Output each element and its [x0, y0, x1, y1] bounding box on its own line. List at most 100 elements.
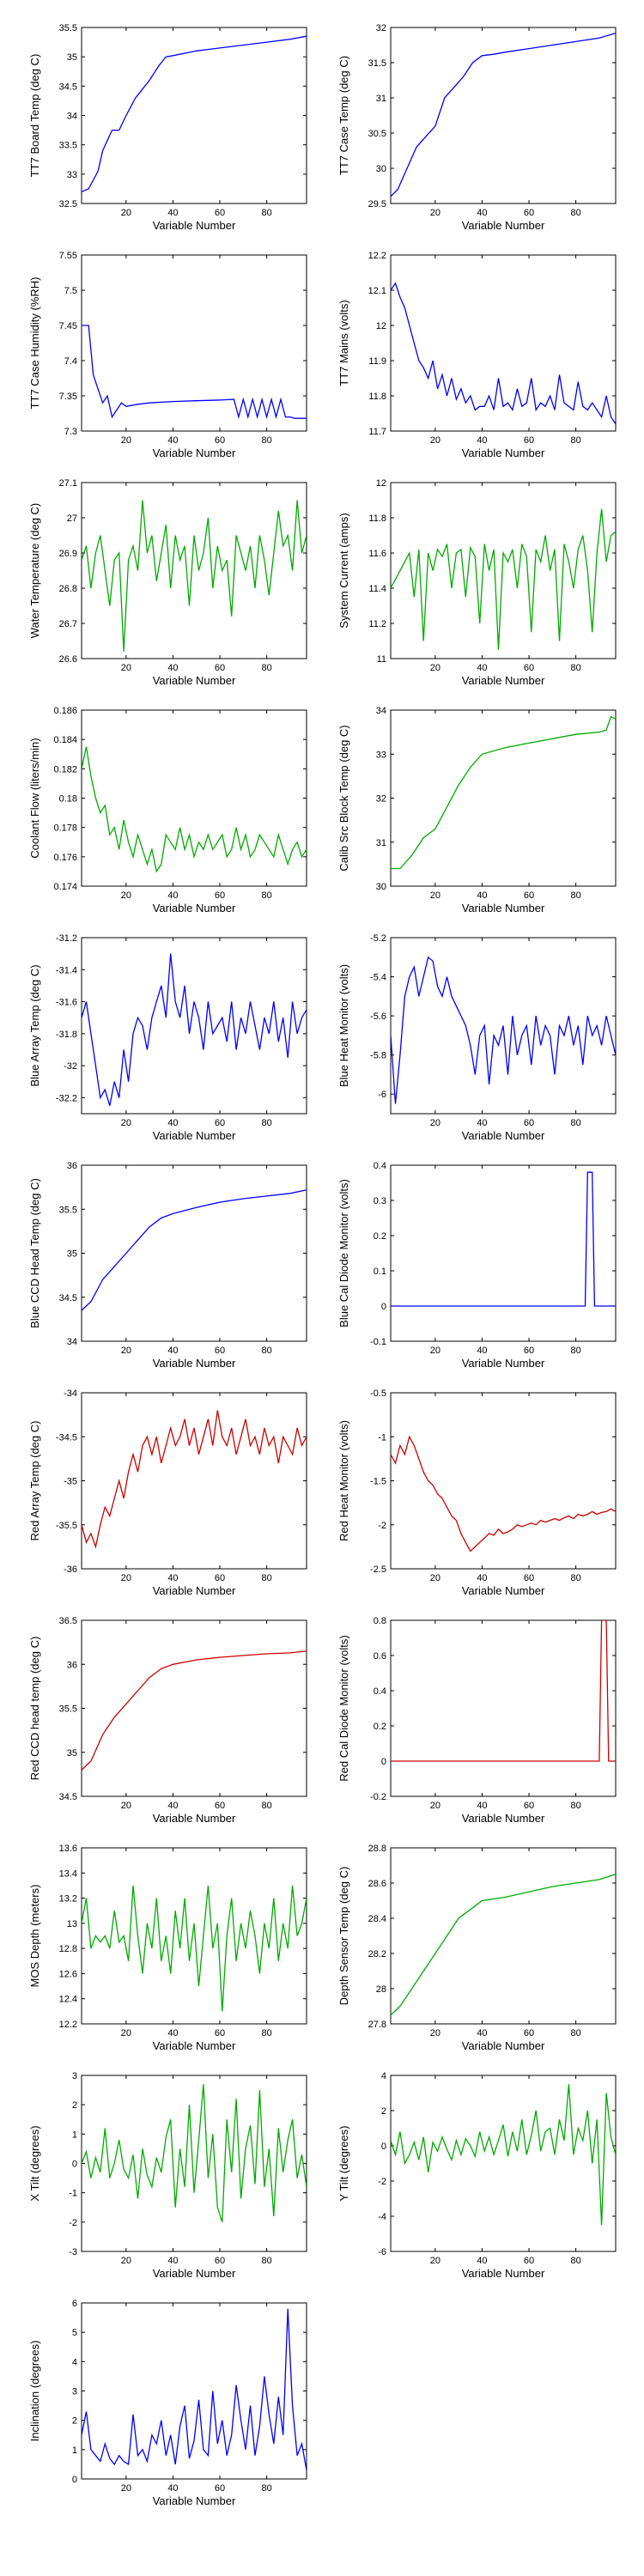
y-tick-label: -31.8: [56, 1030, 77, 1040]
x-tick-label: 80: [261, 1573, 271, 1583]
x-tick-label: 20: [430, 663, 440, 673]
x-tick-label: 80: [570, 435, 580, 446]
y-tick-label: -31.2: [56, 933, 77, 944]
x-tick-label: 60: [524, 663, 534, 673]
chart-panel: 20 40 60 80 -32.2 -32 -31.8 -31.6 -31.4 -31.2 Vari…: [28, 933, 307, 1142]
chart-panel: 20 40 60 80 7.3 7.35 7.4 7.45 7.5 7.55 Variable Nu…: [28, 251, 307, 459]
plot-frame: [81, 2075, 307, 2252]
x-axis-label: Variable Number: [153, 674, 236, 687]
y-tick-label: 0.184: [53, 735, 77, 745]
plot-frame: [81, 254, 307, 432]
series-line: [82, 35, 307, 192]
y-tick-label: 2: [72, 2416, 77, 2427]
x-axis-label: Variable Number: [153, 1129, 236, 1142]
y-tick-label: 13.4: [59, 1868, 77, 1879]
y-tick-label: 0.176: [53, 853, 77, 863]
y-tick-label: -35.5: [56, 1521, 77, 1531]
y-tick-label: 34.5: [59, 82, 77, 92]
y-tick-label: 11.9: [368, 356, 386, 367]
chart-panel: 20 40 60 80 0 1 2 3 4 5 6 Variable Number Inclinatio…: [28, 2299, 307, 2507]
x-tick-label: 80: [261, 435, 271, 446]
y-axis-label: Red Array Temp (deg C): [28, 1421, 41, 1541]
x-axis-label: Variable Number: [462, 1129, 545, 1142]
y-axis-label: Red Heat Monitor (volts): [337, 1420, 350, 1541]
y-tick-label: 12.2: [368, 251, 386, 261]
y-tick-label: 11.2: [368, 619, 386, 629]
x-tick-label: 40: [167, 435, 178, 446]
y-tick-label: -34.5: [56, 1432, 77, 1443]
chart-panel: 20 40 60 80 0.174 0.176 0.178 0.18 0.182 0.184 0.1…: [28, 706, 307, 914]
y-tick-label: 0: [72, 2160, 77, 2170]
series-line: [82, 2084, 307, 2223]
x-tick-label: 20: [121, 435, 131, 446]
x-tick-label: 40: [477, 208, 487, 218]
y-axis-label: Blue CCD Head Temp (deg C): [28, 1178, 41, 1328]
x-tick-label: 20: [430, 1346, 440, 1356]
series-line: [391, 32, 616, 197]
chart-panel: 20 40 60 80 -3 -2 -1 0 1 2 3 Variable Number X Tilt …: [28, 2071, 307, 2280]
x-tick-label: 60: [215, 1118, 225, 1128]
y-tick-label: 35.5: [59, 1704, 77, 1715]
x-tick-label: 80: [570, 1118, 580, 1128]
x-tick-label: 80: [570, 1346, 580, 1356]
x-axis-label: Variable Number: [462, 674, 545, 687]
x-tick-label: 20: [121, 1573, 131, 1583]
y-tick-label: 12.4: [59, 1995, 77, 2005]
y-tick-label: -0.5: [370, 1388, 386, 1399]
y-tick-label: -32.2: [56, 1093, 77, 1103]
x-tick-label: 20: [121, 208, 131, 218]
x-tick-label: 60: [524, 435, 534, 446]
x-axis-label: Variable Number: [153, 902, 236, 914]
x-tick-label: 20: [121, 1118, 131, 1128]
x-tick-label: 60: [215, 2483, 225, 2494]
chart-panel: 20 40 60 80 -0.1 0 0.1 0.2 0.3 0.4 Variable Number…: [337, 1161, 617, 1370]
chart-panel: 20 40 60 80 -2.5 -2 -1.5 -1 -0.5 Variable Number R…: [337, 1388, 617, 1597]
y-tick-label: 34.5: [59, 1293, 77, 1303]
x-tick-label: 20: [121, 663, 131, 673]
y-tick-label: 7.5: [64, 286, 77, 296]
plot-frame: [81, 2302, 307, 2480]
series-line: [391, 1620, 616, 1762]
x-tick-label: 60: [524, 208, 534, 218]
series-line: [391, 1435, 616, 1552]
chart-panel: 20 40 60 80 12.2 12.4 12.6 12.8 13 13.2 13.4 13.6 Va…: [28, 1844, 307, 2052]
y-tick-label: -36: [64, 1564, 77, 1575]
x-axis-label: Variable Number: [153, 447, 236, 459]
y-tick-label: 2: [381, 2106, 386, 2117]
x-tick-label: 40: [477, 2028, 487, 2038]
y-tick-label: -2: [378, 2177, 386, 2187]
y-tick-label: 31: [376, 94, 386, 104]
x-tick-label: 40: [477, 1118, 487, 1128]
x-tick-label: 40: [167, 890, 178, 901]
y-tick-label: 0: [72, 2475, 77, 2485]
x-tick-label: 20: [430, 2256, 440, 2266]
y-tick-label: 12.6: [59, 1969, 77, 1979]
y-tick-label: 35: [67, 1748, 77, 1759]
chart-panel: 20 40 60 80 -36 -35.5 -35 -34.5 -34 Variable Numb…: [28, 1388, 307, 1597]
y-axis-label: System Current (amps): [337, 513, 350, 628]
x-tick-label: 20: [121, 2028, 131, 2038]
y-tick-label: 32: [376, 23, 386, 33]
series-line: [82, 1650, 307, 1771]
y-tick-label: -32: [64, 1061, 77, 1072]
y-tick-label: 0: [381, 1757, 386, 1767]
y-tick-label: 0: [381, 2142, 386, 2152]
y-tick-label: 29.5: [368, 199, 386, 210]
y-tick-label: 7.4: [64, 356, 77, 367]
y-tick-label: 11.7: [368, 427, 386, 437]
x-tick-label: 60: [215, 2256, 225, 2266]
y-tick-label: 32.5: [59, 199, 77, 210]
series-line: [391, 508, 616, 650]
x-tick-label: 20: [430, 1118, 440, 1128]
y-tick-label: -34: [64, 1388, 77, 1399]
x-tick-label: 60: [524, 2028, 534, 2038]
y-tick-label: 0.1: [374, 1267, 386, 1277]
x-tick-label: 80: [261, 208, 271, 218]
y-tick-label: 28.8: [368, 1844, 386, 1854]
chart-panel: 20 40 60 80 -0.2 0 0.2 0.4 0.6 0.8 Variable Number…: [337, 1616, 617, 1825]
series-line: [82, 1410, 307, 1549]
y-tick-label: 36: [67, 1660, 77, 1670]
x-axis-label: Variable Number: [153, 2267, 236, 2280]
x-tick-label: 40: [167, 2483, 178, 2494]
x-tick-label: 40: [477, 435, 487, 446]
